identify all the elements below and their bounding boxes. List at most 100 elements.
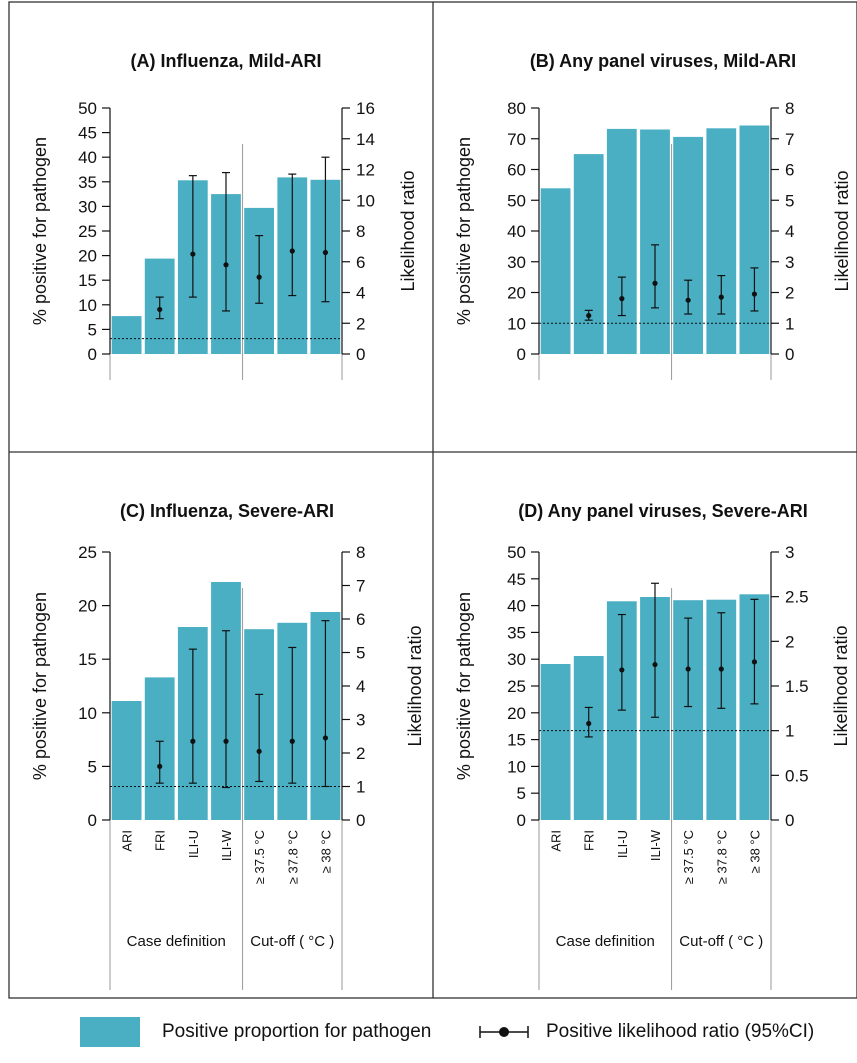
bar-ari bbox=[111, 316, 142, 354]
left-axis-tick-label: 40 bbox=[507, 222, 526, 241]
left-axis-tick-label: 10 bbox=[78, 296, 97, 315]
lr-point bbox=[586, 720, 592, 727]
panel-influenza-mild-ari: (A) Influenza, Mild-ARI05101520253035404… bbox=[30, 51, 418, 380]
bar-37.8c bbox=[706, 128, 737, 354]
left-axis-tick-label: 10 bbox=[507, 314, 526, 333]
legend-lr-label: Positive likelihood ratio (95%CI) bbox=[546, 1021, 815, 1042]
right-axis-tick-label: 2 bbox=[785, 284, 794, 303]
panel-any-viruses-severe-ari: (D) Any panel viruses, Severe-ARI0510152… bbox=[454, 501, 851, 990]
left-axis-tick-label: 30 bbox=[507, 253, 526, 272]
left-axis-tick-label: 30 bbox=[507, 650, 526, 669]
left-axis-tick-label: 0 bbox=[517, 345, 526, 364]
right-axis-tick-label: 8 bbox=[785, 99, 794, 118]
lr-point bbox=[718, 666, 724, 672]
bar-iliu bbox=[606, 128, 637, 354]
right-axis-tick-label: 8 bbox=[356, 222, 365, 241]
category-label: ARI bbox=[120, 830, 135, 852]
left-axis-tick-label: 15 bbox=[78, 650, 97, 669]
lr-point bbox=[157, 306, 163, 313]
left-axis-tick-label: 5 bbox=[517, 784, 526, 803]
right-axis-tick-label: 0.5 bbox=[785, 766, 809, 785]
category-label: ≥ 38 °C bbox=[747, 830, 762, 873]
left-axis-tick-label: 50 bbox=[507, 543, 526, 562]
right-axis-tick-label: 2 bbox=[356, 744, 365, 763]
x-footer-cutoff: Cut-off ( °C ) bbox=[679, 933, 763, 950]
left-axis-tick-label: 20 bbox=[78, 597, 97, 616]
bar-38c bbox=[739, 125, 770, 354]
left-axis-tick-label: 10 bbox=[507, 757, 526, 776]
bar-ari bbox=[540, 664, 571, 820]
left-axis-tick-label: 35 bbox=[507, 623, 526, 642]
left-axis-tick-label: 80 bbox=[507, 99, 526, 118]
legend-lr-symbol bbox=[479, 1026, 529, 1038]
bar-fri bbox=[573, 656, 604, 820]
right-axis-tick-label: 1 bbox=[356, 778, 365, 797]
left-axis-tick-label: 25 bbox=[78, 222, 97, 241]
left-axis-tick-label: 50 bbox=[507, 191, 526, 210]
lr-point bbox=[289, 248, 295, 254]
right-axis-tick-label: 6 bbox=[356, 610, 365, 629]
category-label: ≥ 38 °C bbox=[318, 830, 333, 873]
right-axis-title: Likelihood ratio bbox=[398, 170, 418, 291]
right-axis-tick-label: 6 bbox=[356, 253, 365, 272]
x-footer-case-definition: Case definition bbox=[127, 933, 226, 950]
legend-bar-label: Positive proportion for pathogen bbox=[162, 1021, 432, 1042]
left-axis-tick-label: 40 bbox=[78, 148, 97, 167]
right-axis-tick-label: 5 bbox=[785, 191, 794, 210]
panel-any-viruses-mild-ari: (B) Any panel viruses, Mild-ARI010203040… bbox=[454, 51, 852, 380]
left-axis-tick-label: 45 bbox=[507, 570, 526, 589]
lr-point bbox=[223, 262, 229, 268]
panel-title: (B) Any panel viruses, Mild-ARI bbox=[530, 51, 796, 71]
left-axis-tick-label: 25 bbox=[507, 677, 526, 696]
left-axis-tick-label: 60 bbox=[507, 161, 526, 180]
right-axis-tick-label: 7 bbox=[785, 130, 794, 149]
panel-title: (A) Influenza, Mild-ARI bbox=[131, 51, 322, 71]
lr-point bbox=[322, 249, 329, 256]
right-axis-tick-label: 16 bbox=[356, 99, 375, 118]
left-axis-tick-label: 50 bbox=[78, 99, 97, 118]
lr-point bbox=[718, 294, 724, 300]
left-axis-tick-label: 0 bbox=[88, 811, 97, 830]
lr-point bbox=[586, 312, 592, 319]
category-label: ≥ 37.8 °C bbox=[714, 830, 729, 884]
category-label: FRI bbox=[582, 830, 597, 851]
right-axis-tick-label: 7 bbox=[356, 577, 365, 596]
left-axis-tick-label: 0 bbox=[88, 345, 97, 364]
lr-point bbox=[157, 763, 163, 770]
lr-point bbox=[223, 738, 229, 744]
left-axis-tick-label: 15 bbox=[78, 271, 97, 290]
left-axis-title: % positive for pathogen bbox=[454, 137, 474, 325]
right-axis-tick-label: 1 bbox=[785, 722, 794, 741]
left-axis-title: % positive for pathogen bbox=[30, 137, 50, 325]
bar-ari bbox=[111, 701, 142, 820]
right-axis-title: Likelihood ratio bbox=[831, 625, 851, 746]
lr-point bbox=[256, 274, 262, 280]
legend-bar-swatch bbox=[80, 1017, 140, 1047]
right-axis-tick-label: 10 bbox=[356, 191, 375, 210]
bar-ari bbox=[540, 188, 571, 354]
right-axis-tick-label: 1 bbox=[785, 314, 794, 333]
left-axis-tick-label: 70 bbox=[507, 130, 526, 149]
left-axis-tick-label: 0 bbox=[517, 811, 526, 830]
right-axis-tick-label: 5 bbox=[356, 644, 365, 663]
right-axis-tick-label: 12 bbox=[356, 161, 375, 180]
left-axis-tick-label: 5 bbox=[88, 320, 97, 339]
right-axis-tick-label: 6 bbox=[785, 161, 794, 180]
bar-fri bbox=[573, 154, 604, 354]
left-axis-title: % positive for pathogen bbox=[30, 592, 50, 780]
bar-iliw bbox=[640, 129, 670, 354]
lr-point bbox=[322, 735, 329, 741]
right-axis-tick-label: 3 bbox=[785, 253, 794, 272]
lr-point bbox=[652, 280, 658, 286]
panel-title: (D) Any panel viruses, Severe-ARI bbox=[518, 501, 807, 521]
left-axis-tick-label: 20 bbox=[78, 247, 97, 266]
right-axis-tick-label: 14 bbox=[356, 130, 375, 149]
left-axis-tick-label: 30 bbox=[78, 197, 97, 216]
x-footer-cutoff: Cut-off ( °C ) bbox=[250, 933, 334, 950]
right-axis-tick-label: 4 bbox=[785, 222, 794, 241]
category-label: ≥ 37.5 °C bbox=[252, 830, 267, 884]
lr-point bbox=[751, 291, 758, 297]
right-axis-tick-label: 3 bbox=[785, 543, 794, 562]
left-axis-tick-label: 45 bbox=[78, 124, 97, 143]
category-label: ≥ 37.5 °C bbox=[681, 830, 696, 884]
